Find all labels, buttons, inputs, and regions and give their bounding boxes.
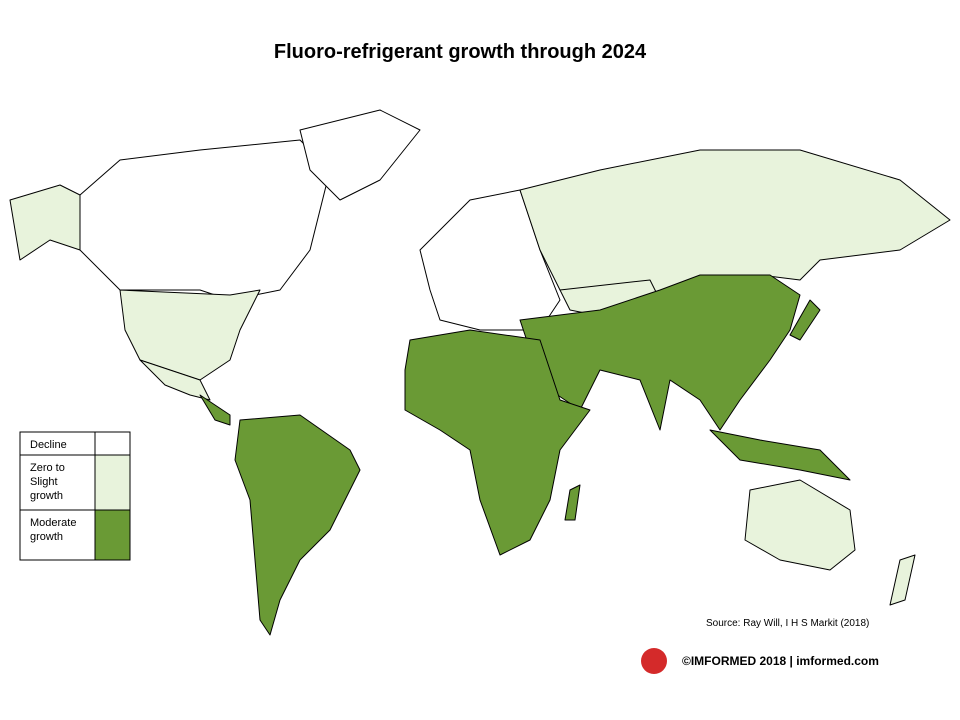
legend-row [19, 454, 96, 511]
europe [419, 189, 561, 331]
australia [744, 479, 856, 571]
greenland [299, 109, 421, 201]
new-zealand [889, 554, 916, 606]
source: Source: Ray Will, I H S Markit (2018) [706, 618, 869, 629]
legend-swatch [94, 431, 131, 456]
title: Fluoro-refrigerant growth through 2024 [274, 41, 647, 63]
central-america [199, 394, 231, 426]
world-map [9, 109, 951, 636]
logo [641, 648, 667, 674]
legend-row [19, 509, 96, 561]
legend: Decline Zero to Slight growth Moderate growth [19, 431, 131, 561]
legend-label: Zero to Slight growth [30, 462, 65, 502]
canada [79, 139, 331, 301]
legend-swatch [94, 509, 131, 561]
usa [119, 289, 261, 381]
madagascar [564, 484, 581, 521]
legend-label: Decline [30, 439, 67, 451]
mexico [139, 359, 211, 401]
legend-swatch [94, 454, 131, 511]
footer: ©IMFORMED 2018 | imformed.com [682, 654, 879, 668]
indonesia [709, 429, 851, 481]
japan [789, 299, 821, 341]
africa [404, 329, 591, 556]
alaska [9, 184, 81, 261]
south-america [234, 414, 361, 636]
legend-label: Moderate growth [30, 517, 76, 543]
